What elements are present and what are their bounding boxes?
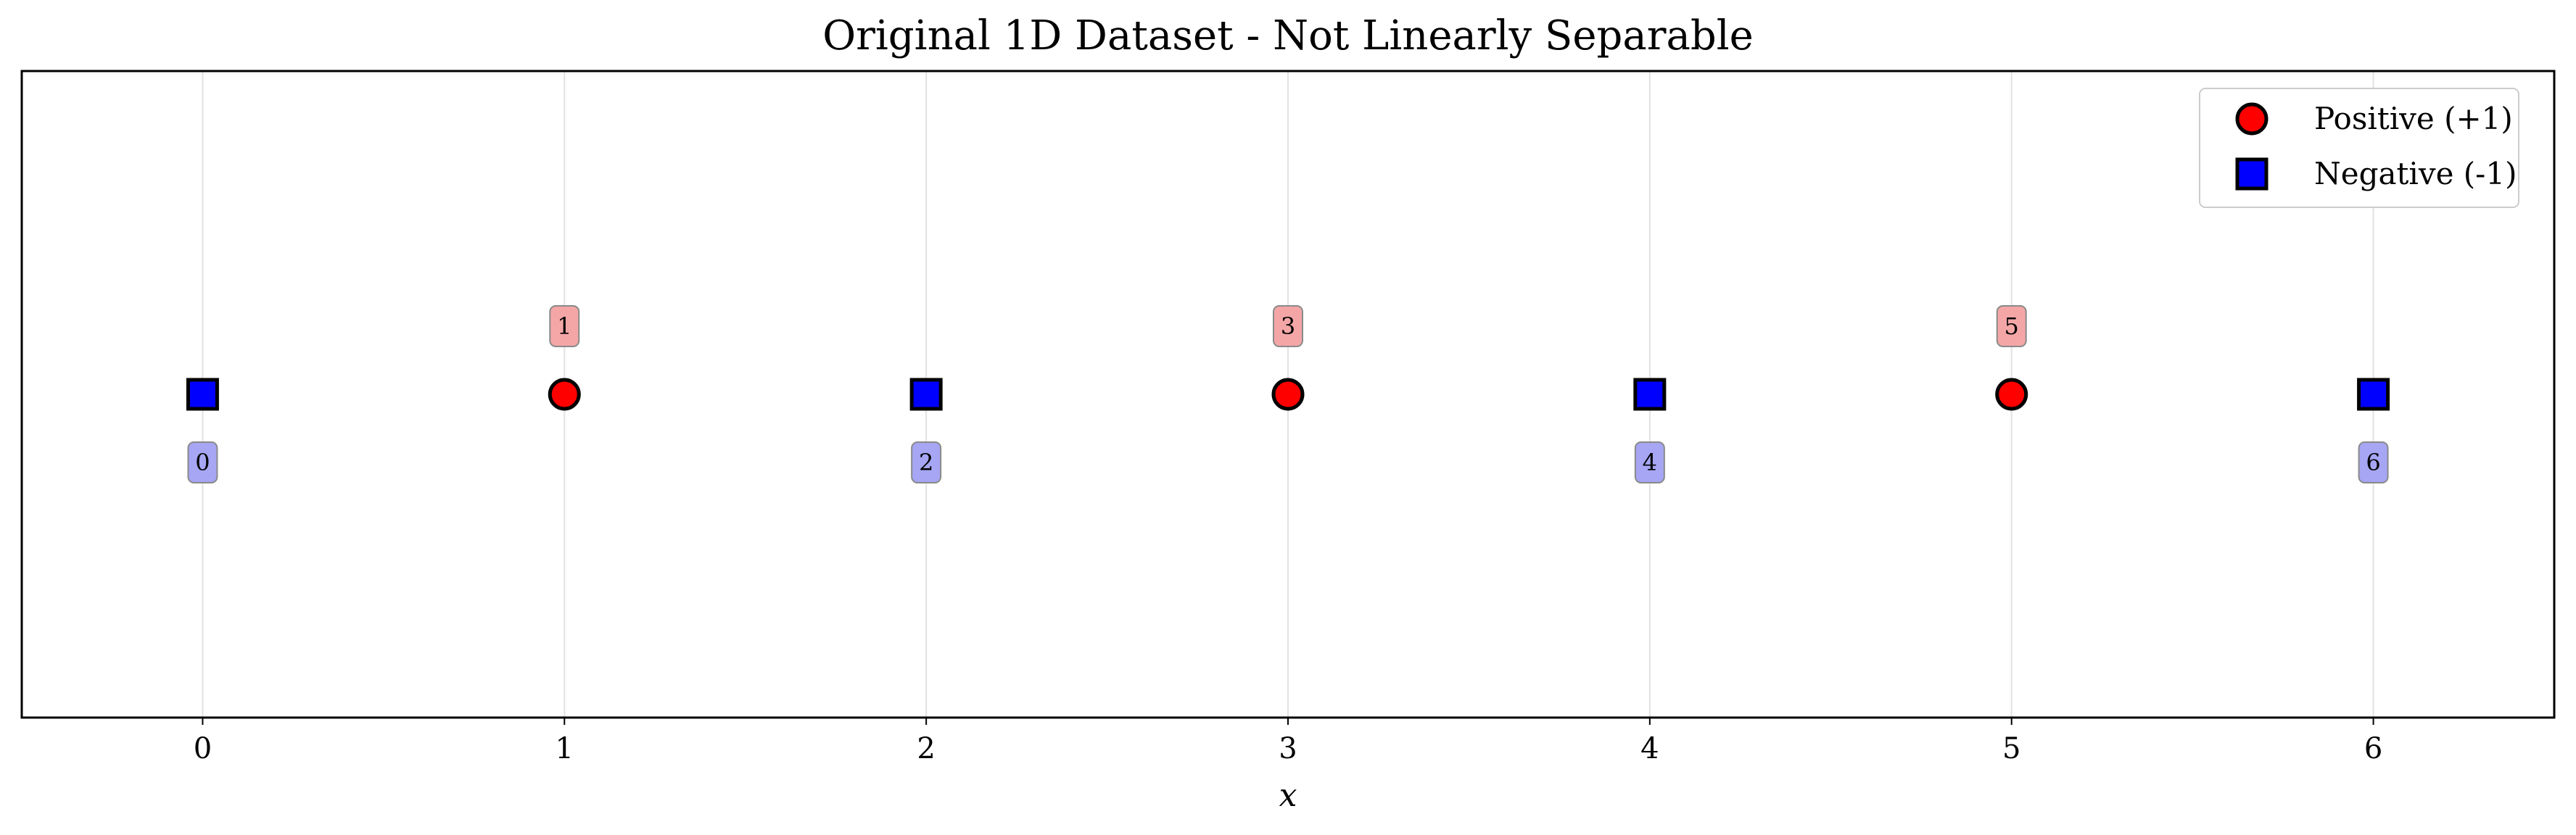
- legend-box: [2199, 88, 2519, 208]
- data-points: 1 3 5 0 2 4 6: [186, 305, 2390, 483]
- point-label-box: [187, 441, 218, 483]
- x-tick-label: 0: [194, 732, 212, 765]
- positive-point: [1995, 378, 2028, 411]
- point-label-box: [549, 305, 580, 347]
- legend-marker-positive: [2235, 102, 2269, 136]
- x-tick-label: 5: [2002, 732, 2020, 765]
- negative-point: [2357, 378, 2390, 411]
- legend: Positive (+1) Negative (-1): [2199, 88, 2519, 208]
- point-label-box: [911, 441, 942, 483]
- x-tick-label: 3: [1279, 732, 1297, 765]
- point-label: 0: [195, 449, 210, 476]
- x-axis-ticks: 0 1 2 3 4 5 6: [194, 718, 2382, 765]
- point-label-box: [2358, 441, 2389, 483]
- positive-point: [1271, 378, 1305, 411]
- point-label: 5: [2005, 312, 2019, 340]
- x-tick-label: 6: [2364, 732, 2382, 765]
- legend-label: Negative (-1): [2314, 156, 2517, 191]
- negative-point: [1633, 378, 1667, 411]
- point-label: 6: [2366, 449, 2380, 476]
- legend-marker-negative: [2235, 157, 2269, 191]
- positive-point: [548, 378, 581, 411]
- x-tick-label: 1: [556, 732, 574, 765]
- point-label-box: [1273, 305, 1303, 347]
- point-label: 4: [1643, 449, 1657, 476]
- x-axis-label: x: [1279, 777, 1297, 814]
- point-label: 1: [557, 312, 571, 340]
- x-tick-label: 4: [1640, 732, 1659, 765]
- point-label-box: [1634, 441, 1665, 483]
- x-tick-label: 2: [917, 732, 935, 765]
- negative-point: [909, 378, 943, 411]
- negative-point: [186, 378, 219, 411]
- point-label: 2: [919, 449, 933, 476]
- legend-label: Positive (+1): [2314, 101, 2513, 136]
- point-label: 3: [1281, 312, 1295, 340]
- chart-title: Original 1D Dataset - Not Linearly Separ…: [822, 12, 1754, 59]
- point-label-box: [1996, 305, 2027, 347]
